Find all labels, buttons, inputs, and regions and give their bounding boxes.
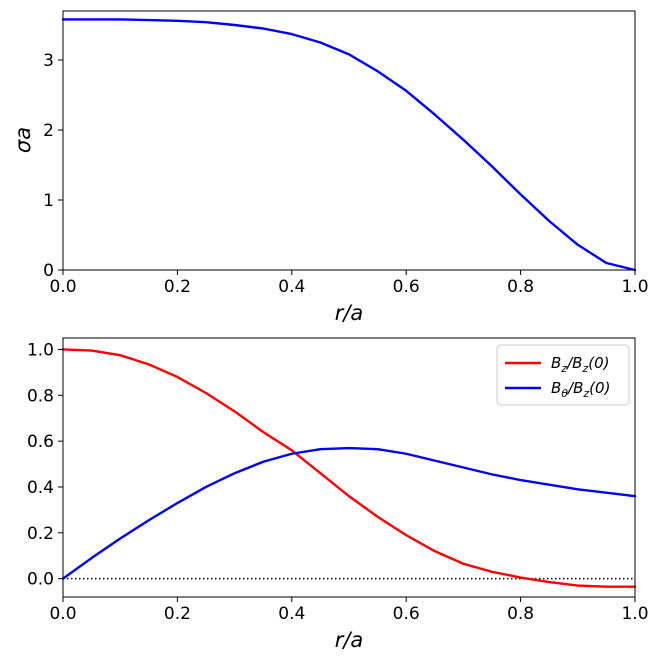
x-tick-label: 0.6	[393, 604, 420, 624]
y-tick-label: 0.4	[27, 478, 54, 498]
y-tick-label: 0.0	[27, 570, 54, 590]
plot-frame	[62, 10, 636, 271]
y-tick-label: 2	[43, 121, 54, 141]
x-tick-label: 0.8	[507, 604, 534, 624]
x-tick-label: 1.0	[621, 604, 648, 624]
legend: Bz/Bz(0) Bθ/Bz(0)	[496, 344, 630, 406]
y-tick-label: 0.2	[27, 524, 54, 544]
x-tick-label: 0.4	[278, 277, 305, 297]
x-axis-label: r/a	[335, 628, 364, 652]
plot-frame	[62, 337, 636, 598]
y-axis-label: σa	[11, 127, 35, 153]
legend-entry-label: Bz/Bz(0)	[551, 354, 609, 375]
y-tick-label: 1	[43, 191, 54, 211]
legend-box	[496, 344, 630, 406]
x-axis-label: r/a	[335, 301, 364, 325]
x-tick-label: 0.8	[507, 277, 534, 297]
y-tick-label: 0	[43, 261, 54, 281]
y-tick-label: 0.8	[27, 386, 54, 406]
magnetic-field-panel: 0.0 0.2 0.4 0.6 0.8 1.0 0.0 0.2 0.4 0.6 0.8 1.0 r/a B…	[27, 337, 649, 652]
x-tick-label: 0.0	[49, 277, 76, 297]
series-line-2-1	[61, 348, 637, 588]
y-tick-label: 3	[43, 51, 54, 71]
x-tick-label: 0.2	[164, 604, 191, 624]
series-line-2-2	[61, 446, 637, 580]
y-tick-label: 1.0	[27, 340, 54, 360]
legend-entry-label: Bθ/Bz(0)	[551, 379, 610, 400]
y-tick-label: 0.6	[27, 432, 54, 452]
x-tick-label: 0.6	[393, 277, 420, 297]
x-tick-label: 0.4	[278, 604, 305, 624]
x-tick-label: 1.0	[621, 277, 648, 297]
x-tick-label: 0.0	[49, 604, 76, 624]
x-tick-label: 0.2	[164, 277, 191, 297]
sigma-profile-panel: 0.0 0.2 0.4 0.6 0.8 1.0 0 1 2 3 r/a σa	[11, 10, 649, 325]
series-line-1-1	[61, 18, 637, 272]
